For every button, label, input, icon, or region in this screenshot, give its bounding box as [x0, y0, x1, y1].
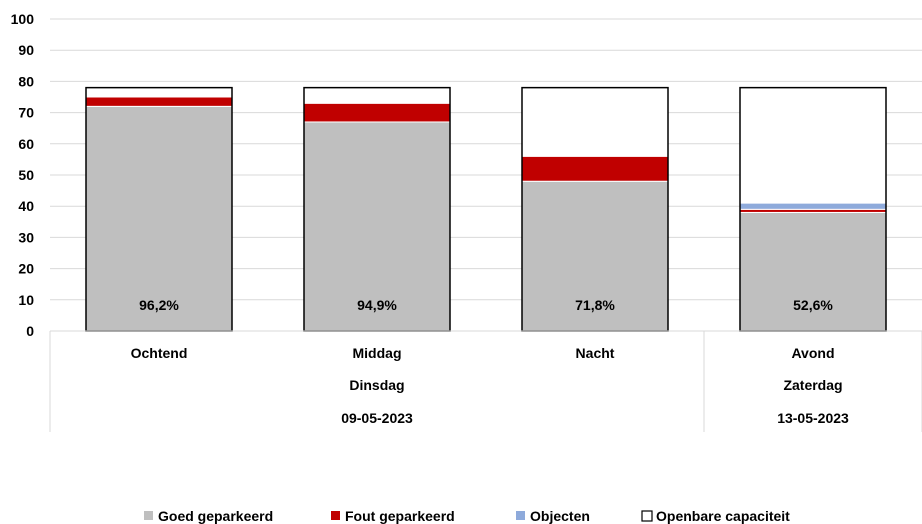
x-day-label: Dinsdag: [349, 377, 404, 393]
x-category-label: Avond: [791, 345, 834, 361]
y-tick-label: 0: [26, 323, 34, 339]
legend-swatch: [144, 511, 153, 520]
y-tick-label: 50: [18, 167, 34, 183]
x-date-label: 09-05-2023: [341, 410, 413, 426]
x-axis: Ochtend Middag Nacht Avond Dinsdag 09-05-2023…: [49, 330, 922, 432]
bars: 96,2% 94,9% 71,8% 52,6%: [85, 86, 887, 332]
legend-label: Goed geparkeerd: [158, 508, 273, 524]
bar-percentage-label: 71,8%: [575, 297, 615, 313]
x-day-label: Zaterdag: [783, 377, 842, 393]
bar-segment-objecten: [739, 202, 887, 210]
legend-swatch: [641, 510, 653, 522]
bar-percentage-label: 52,6%: [793, 297, 833, 313]
legend-swatch: [516, 511, 525, 520]
y-tick-label: 70: [18, 105, 34, 121]
y-tick-label: 20: [18, 261, 34, 277]
y-tick-label: 80: [18, 73, 34, 89]
y-tick-label: 60: [18, 136, 34, 152]
y-tick-label: 90: [18, 42, 34, 58]
y-tick-label: 40: [18, 198, 34, 214]
bar-segment-goed-geparkeerd: [739, 211, 887, 332]
legend: Goed geparkeerd Fout geparkeerd Objecten Op…: [144, 508, 790, 524]
y-tick-label: 10: [18, 292, 34, 308]
bar-segment-openbare-capaciteit: [739, 87, 887, 204]
bar-percentage-label: 94,9%: [357, 297, 397, 313]
legend-label: Openbare capaciteit: [656, 508, 790, 524]
y-axis: 0 10 20 30 40 50 60 70 80 90 100: [11, 11, 35, 339]
x-date-label: 13-05-2023: [777, 410, 849, 426]
bar-percentage-label: 96,2%: [139, 297, 179, 313]
bar-segment-fout-geparkeerd: [521, 155, 669, 182]
bar-segment-openbare-capaciteit: [85, 87, 233, 98]
bar-segment-openbare-capaciteit: [303, 87, 451, 104]
bar-segment-fout-geparkeerd: [85, 96, 233, 107]
bar-segment-openbare-capaciteit: [521, 87, 669, 157]
legend-label: Objecten: [530, 508, 590, 524]
x-category-label: Nacht: [576, 345, 615, 361]
y-tick-label: 100: [11, 11, 35, 27]
x-category-label: Ochtend: [131, 345, 188, 361]
y-tick-label: 30: [18, 229, 34, 245]
x-category-label: Middag: [353, 345, 402, 361]
legend-label: Fout geparkeerd: [345, 508, 455, 524]
bar-segment-goed-geparkeerd: [303, 121, 451, 332]
bar-segment-fout-geparkeerd: [303, 102, 451, 123]
legend-swatch: [331, 511, 340, 520]
